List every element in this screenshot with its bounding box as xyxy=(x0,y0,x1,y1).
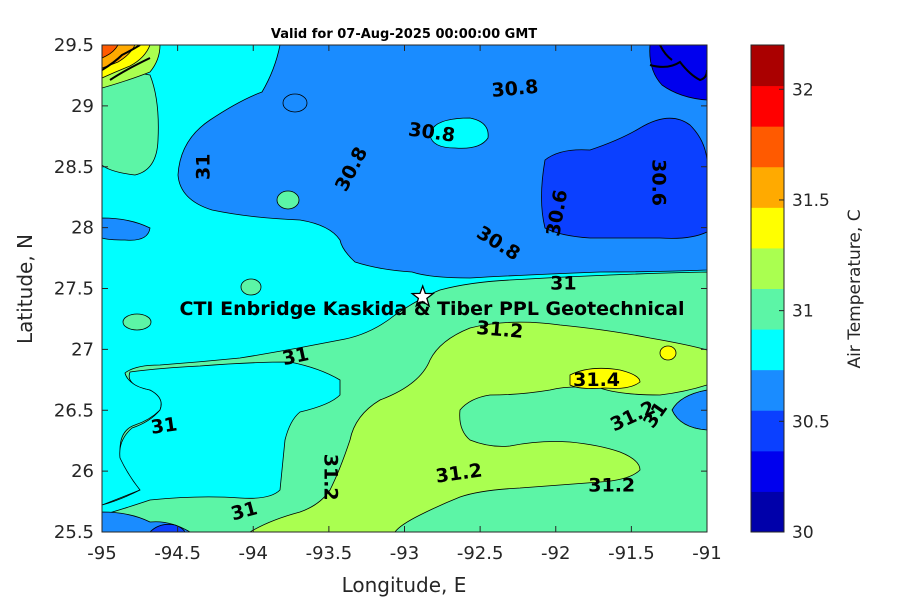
contour-label: 31.2 xyxy=(475,317,524,343)
contour-label: 31 xyxy=(149,413,178,438)
x-tick-label: -95 xyxy=(87,543,116,564)
region-west-blue xyxy=(102,217,151,241)
contour-label: 31 xyxy=(550,273,576,295)
blob-green-3 xyxy=(122,313,152,331)
hole-cyan-1 xyxy=(429,117,489,149)
y-tick-label: 25.5 xyxy=(54,522,94,543)
colorbar-swatch xyxy=(751,45,784,87)
x-tick-label: -94 xyxy=(239,543,268,564)
region-sw-dark xyxy=(149,523,186,532)
colorbar-swatch xyxy=(751,450,784,492)
colorbar-tick-label: 31.5 xyxy=(792,191,830,211)
x-tick-label: -93.5 xyxy=(306,543,353,564)
colorbar-swatch xyxy=(751,491,784,533)
contour-label: 31.2 xyxy=(319,454,341,501)
y-tick-label: 28.5 xyxy=(54,157,94,178)
x-tick-label: -91 xyxy=(692,543,721,564)
y-tick-label: 29.5 xyxy=(54,35,94,56)
y-tick-label: 26.5 xyxy=(54,400,94,421)
colorbar-label: Air Temperature, C xyxy=(845,209,865,368)
contour-label: 30.8 xyxy=(491,76,540,102)
y-tick-label: 27 xyxy=(71,339,94,360)
site-star-icon xyxy=(410,284,435,308)
colorbar-swatch xyxy=(751,207,784,249)
colorbar-swatch xyxy=(751,369,784,411)
colorbar-swatch xyxy=(751,85,784,127)
x-tick-label: -91.5 xyxy=(608,543,655,564)
plot-area xyxy=(102,45,707,532)
region-31-1-nw xyxy=(102,72,159,176)
blob-green-2 xyxy=(240,278,262,296)
x-axis-label: Longitude, E xyxy=(342,573,467,597)
contour-label: 31 xyxy=(280,343,310,370)
y-tick-label: 27.5 xyxy=(54,279,94,300)
colorbar-frame xyxy=(750,44,785,533)
colorbar-swatch xyxy=(751,329,784,371)
contour-label: 31 xyxy=(192,154,214,180)
contour-label: 30.6 xyxy=(648,159,670,206)
region-cyan-sw xyxy=(102,361,341,516)
colorbar-tick-label: 30 xyxy=(792,523,814,543)
colorbar-tick-label: 30.5 xyxy=(792,412,830,432)
site-marker-group: CTI Enbridge Kaskida & Tiber PPL Geotech… xyxy=(180,284,685,320)
colorbar-tick-label: 32 xyxy=(792,80,814,100)
coastline-nw xyxy=(102,45,151,81)
x-tick-label: -92.5 xyxy=(457,543,504,564)
colorbar: 30 30.5 31 31.5 32 xyxy=(750,44,830,543)
x-tick-label: -92 xyxy=(541,543,570,564)
colorbar-swatch xyxy=(751,247,784,289)
contour-label: 31.4 xyxy=(573,369,620,391)
colorbar-tick-label: 31 xyxy=(792,302,814,322)
site-label: CTI Enbridge Kaskida & Tiber PPL Geotech… xyxy=(180,298,685,320)
y-tick-label: 28 xyxy=(71,218,94,239)
blob-yellow xyxy=(659,345,677,361)
colorbar-swatch xyxy=(751,410,784,452)
coastline-ne xyxy=(649,45,707,82)
y-tick-label: 29 xyxy=(71,96,94,117)
y-axis-ticks: 25.5 26 26.5 27 27.5 28 28.5 29 29.5 xyxy=(54,35,707,543)
chart-title: Valid for 07-Aug-2025 00:00:00 GMT xyxy=(271,27,537,42)
y-axis-label: Latitude, N xyxy=(13,234,37,344)
region-31-4 xyxy=(569,367,641,389)
colorbar-swatch xyxy=(751,166,784,208)
hole-cyan-2 xyxy=(282,93,308,113)
x-tick-label: -94.5 xyxy=(154,543,201,564)
x-tick-label: -93 xyxy=(390,543,419,564)
y-tick-label: 26 xyxy=(71,461,94,482)
blob-green-1 xyxy=(276,190,300,210)
contour-label: 31.2 xyxy=(588,475,635,497)
x-axis-ticks: -95 -94.5 -94 -93.5 -93 -92.5 -92 -91.5 -91 xyxy=(87,45,722,564)
colorbar-swatch xyxy=(751,288,784,330)
region-ne-dark xyxy=(649,45,707,101)
colorbar-swatch xyxy=(751,126,784,168)
